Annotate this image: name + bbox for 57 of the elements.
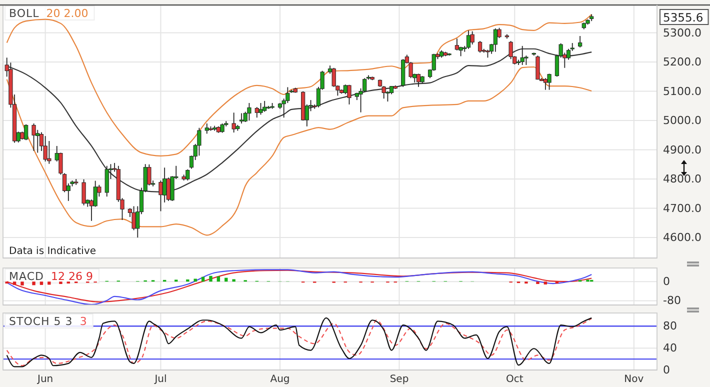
- y-tick-label: 0: [663, 364, 670, 377]
- candlestick: [247, 102, 252, 121]
- chart-subtitle: 20 2.00: [46, 7, 88, 20]
- y-tick-label: 5000.0: [663, 114, 702, 128]
- candlestick: [254, 106, 259, 118]
- candlestick: [478, 40, 482, 54]
- y-tick-label: 80: [663, 320, 677, 333]
- candlestick: [547, 73, 552, 90]
- candlestick: [232, 112, 236, 133]
- candlestick: [536, 55, 540, 80]
- y-tick-label: 4700.0: [663, 202, 702, 215]
- y-tick-label: 5200.0: [663, 56, 702, 69]
- chart-subtitle: 3: [80, 315, 87, 328]
- x-tick-label: Jul: [154, 374, 167, 386]
- x-tick-label: Oct: [506, 374, 524, 386]
- candlestick: [454, 38, 460, 51]
- chart-title: STOCH 5 3: [9, 315, 73, 328]
- candlestick: [220, 123, 224, 134]
- candlestick: [578, 36, 582, 48]
- candlestick: [258, 102, 263, 116]
- line-series: [6, 66, 592, 236]
- candlestick: [204, 123, 209, 134]
- chart-title: MACD: [9, 270, 44, 283]
- candlestick: [24, 124, 28, 141]
- candlestick: [158, 180, 163, 212]
- candlestick: [186, 168, 190, 181]
- text: 5355.6: [663, 10, 704, 24]
- x-tick-label: Sep: [390, 374, 409, 386]
- y-tick-label: 40: [663, 342, 677, 355]
- chart-title: BOLL: [9, 7, 40, 20]
- x-tick-label: Aug: [270, 374, 290, 386]
- candlestick: [132, 206, 136, 231]
- candlestick: [239, 112, 244, 124]
- y-tick-label: 4600.0: [663, 231, 702, 244]
- candlestick: [82, 178, 86, 206]
- y-tick-label: 0: [663, 275, 670, 288]
- candlestick: [32, 123, 36, 152]
- y-tick-label: 4800.0: [663, 172, 702, 186]
- y-tick-label: 5300.0: [663, 26, 702, 40]
- y-tick-label: -80: [663, 294, 681, 308]
- annotation: Data is Indicative: [9, 246, 96, 257]
- chart-subtitle: 12 26 9: [50, 270, 93, 283]
- candlestick: [470, 30, 474, 45]
- candlestick: [197, 127, 202, 156]
- candlestick: [466, 30, 471, 50]
- candlestick: [104, 165, 109, 198]
- candlestick: [543, 78, 548, 90]
- candlestick: [262, 100, 267, 112]
- candlestick: [493, 28, 498, 52]
- y-tick-label: 5100.0: [663, 84, 702, 98]
- x-tick-label: Jun: [36, 374, 54, 386]
- candlestick: [43, 136, 48, 162]
- y-tick-label: 4900.0: [663, 143, 702, 156]
- candlestick: [347, 84, 352, 105]
- candlestick: [332, 67, 336, 88]
- candlestick: [520, 46, 524, 66]
- x-tick-label: Nov: [624, 374, 644, 386]
